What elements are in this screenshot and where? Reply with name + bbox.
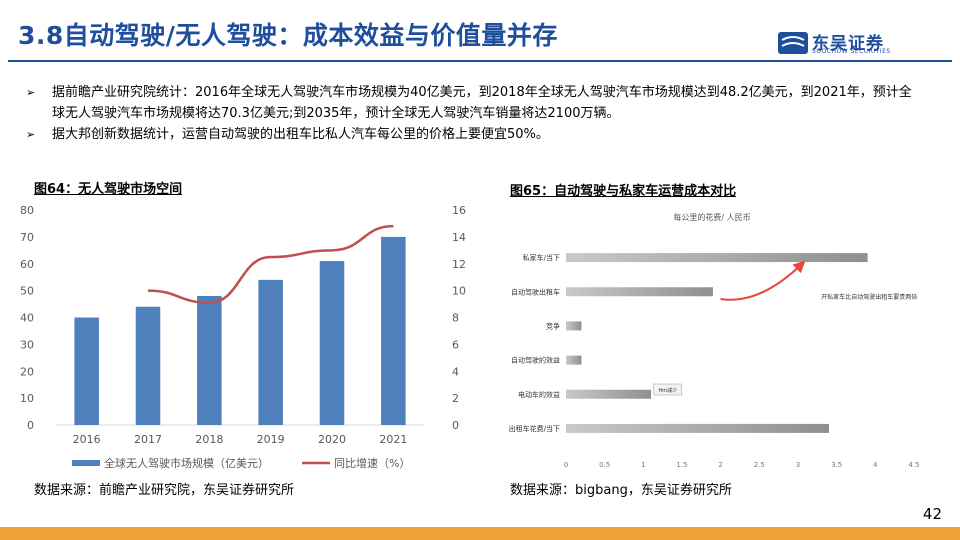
bullet-arrow-icon: ➢: [26, 128, 36, 141]
y-right-tick-label: 2: [452, 392, 459, 405]
market-size-bar: [135, 306, 161, 425]
logo-subtext: SOOCHOW SECURITIES: [812, 48, 891, 55]
y-right-tick-label: 0: [452, 419, 459, 432]
y-left-tick-label: 30: [20, 338, 34, 351]
chart-right-title: 每公里的花费/ 人民币: [673, 212, 750, 222]
y-right-tick-label: 10: [452, 285, 466, 298]
x-tick-label: 4: [873, 461, 878, 469]
x-tick-label: 4.5: [908, 461, 919, 469]
growth-rate-line: [147, 224, 394, 304]
legend-bar-swatch: [72, 460, 100, 466]
title-divider: [8, 60, 952, 62]
x-tick-label: 2.5: [754, 461, 765, 469]
cost-comparison-chart: 每公里的花费/ 人民币私家车/当下自动驾驶出租车竞争自动驾驶的效益电动车的效益出…: [509, 212, 920, 469]
bullet-list: ➢ 据前瞻产业研究院统计：2016年全球无人驾驶汽车市场规模为40亿美元，到20…: [22, 82, 922, 145]
bullet-arrow-icon: ➢: [26, 86, 36, 99]
figure-right-source: 数据来源：bigbang，东吴证券研究所: [510, 483, 732, 498]
page-number: 42: [922, 505, 942, 523]
y-right-tick-label: 4: [452, 365, 459, 378]
x-tick-label: 0.5: [599, 461, 610, 469]
x-tick-label: 2017: [134, 433, 162, 446]
market-size-bar: [381, 236, 406, 425]
x-tick-label: 3: [796, 461, 800, 469]
category-label: 出租车花费/当下: [509, 424, 560, 433]
figure-right-caption: 图65：自动驾驶与私家车运营成本对比: [510, 184, 737, 199]
cost-bar: [566, 355, 582, 365]
market-size-chart: 0 10 20 30 40 50 60 70 80 0 2 4 6 8 10 12 14 16 2016 2017 20…: [20, 204, 466, 470]
legend-bar-label: 全球无人驾驶市场规模（亿美元）: [104, 456, 269, 470]
logo-text: 东吴证券: [812, 34, 884, 54]
cost-bar: [566, 287, 713, 297]
y-left-tick-label: 80: [20, 204, 34, 217]
y-right-tick-label: 6: [452, 338, 459, 351]
y-right-tick-label: 14: [452, 231, 466, 244]
y-right-tick-label: 16: [452, 204, 466, 217]
x-tick-label: 2020: [318, 433, 346, 446]
annotation-text: 开私家车比自动驾驶出租车要贵两倍: [821, 293, 917, 301]
x-tick-label: 1.5: [676, 461, 687, 469]
cost-bar: [566, 321, 582, 331]
legend-line-label: 同比增速（%）: [334, 456, 410, 470]
x-tick-label: 0: [564, 461, 568, 469]
figure-left-caption: 图64：无人驾驶市场空间: [34, 182, 183, 197]
x-tick-label: 3.5: [831, 461, 842, 469]
annotation-box-text: Hm减少: [658, 387, 677, 394]
cost-bar: [566, 423, 829, 433]
market-size-bar: [258, 279, 283, 425]
figure-left-source: 数据来源：前瞻产业研究院，东吴证券研究所: [34, 483, 295, 498]
annotation-arrow: [720, 260, 806, 301]
brand-logo: 东吴证券 SOOCHOW SECURITIES: [778, 32, 918, 56]
y-left-tick-label: 40: [20, 312, 34, 325]
bullet-text: 据前瞻产业研究院统计：2016年全球无人驾驶汽车市场规模为40亿美元，到2018…: [52, 85, 912, 121]
cost-bar: [566, 253, 868, 263]
category-label: 私家车/当下: [523, 253, 560, 262]
slide-title: 3.8自动驾驶/无人驾驶：成本效益与价值量并存: [18, 21, 558, 50]
bullet-item: ➢ 据大邦创新数据统计，运营自动驾驶的出租车比私人汽车每公里的价格上要便宜50%…: [22, 124, 922, 145]
bullet-text: 据大邦创新数据统计，运营自动驾驶的出租车比私人汽车每公里的价格上要便宜50%。: [52, 127, 549, 142]
annotation-box: [653, 383, 683, 396]
x-tick-label: 2021: [379, 433, 407, 446]
category-label: 自动驾驶的效益: [511, 356, 560, 365]
market-size-bar: [197, 296, 222, 425]
x-tick-label: 2018: [195, 433, 223, 446]
bullet-item: ➢ 据前瞻产业研究院统计：2016年全球无人驾驶汽车市场规模为40亿美元，到20…: [22, 82, 922, 124]
cost-bar: [566, 389, 652, 399]
x-tick-label: 2019: [257, 433, 285, 446]
category-label: 竞争: [546, 321, 560, 330]
y-right-tick-label: 8: [452, 312, 459, 325]
y-left-tick-label: 70: [20, 231, 34, 244]
y-left-tick-label: 50: [20, 285, 34, 298]
market-size-bar: [74, 317, 99, 425]
market-size-bar: [319, 261, 345, 425]
y-left-tick-label: 60: [20, 258, 34, 271]
category-label: 自动驾驶出租车: [511, 287, 560, 296]
y-left-tick-label: 10: [20, 392, 34, 405]
x-tick-label: 2016: [73, 433, 101, 446]
category-label: 电动车的效益: [518, 390, 560, 399]
y-left-tick-label: 20: [20, 365, 34, 378]
y-right-tick-label: 12: [452, 258, 466, 271]
footer-bar: [0, 527, 960, 540]
x-tick-label: 1: [641, 461, 645, 469]
x-tick-label: 2: [718, 461, 722, 469]
logo-mark-icon: [778, 32, 808, 54]
y-left-tick-label: 0: [27, 419, 34, 432]
